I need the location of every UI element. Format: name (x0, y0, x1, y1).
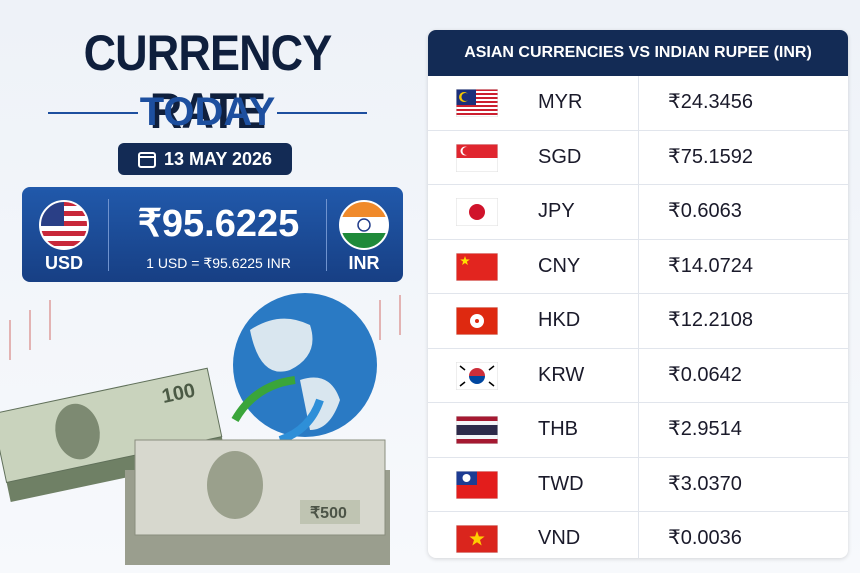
currency-rate: ₹12.2108 (668, 309, 754, 331)
title: CURRENCY RATE (83, 25, 333, 139)
column-divider (638, 130, 639, 184)
rule (48, 112, 138, 114)
us-flag (39, 200, 89, 250)
column-divider (638, 348, 639, 402)
currency-code: KRW (538, 363, 585, 386)
divider (108, 199, 109, 271)
currency-code: THB (538, 418, 578, 440)
flag (456, 89, 498, 117)
in-flag (339, 200, 389, 250)
currency-rate: ₹24.3456 (668, 91, 754, 113)
flag (456, 416, 498, 444)
flag (456, 252, 498, 281)
column-divider (638, 76, 639, 130)
currency-code: JPY (538, 200, 575, 222)
to-code: INR (348, 253, 380, 273)
currency-code: HKD (538, 309, 581, 331)
table-row: KRW ₹0.0642 (428, 348, 848, 403)
date: 13 MAY 2026 (163, 148, 273, 169)
column-divider (638, 457, 639, 511)
currency-rate: ₹3.0370 (668, 472, 742, 495)
flag (456, 307, 498, 335)
svg-text:₹500: ₹500 (310, 505, 347, 522)
column-divider (638, 185, 639, 239)
currency-code: TWD (538, 472, 584, 495)
currency-code: VND (538, 527, 581, 549)
rule (277, 112, 367, 114)
currency-rate: ₹14.0724 (668, 254, 754, 277)
subtitle: TODAY (139, 90, 276, 134)
currency-code: SGD (538, 145, 582, 168)
currency-code: CNY (538, 254, 581, 277)
flag (456, 198, 498, 226)
rate: ₹95.6225 (137, 203, 300, 245)
flag (456, 525, 498, 553)
flag (456, 361, 498, 390)
calendar-icon (137, 152, 156, 168)
table-title: ASIAN CURRENCIES VS INDIAN RUPEE (INR) (428, 30, 848, 76)
table-row: JPY ₹0.6063 (428, 185, 848, 240)
table-row: THB ₹2.9514 (428, 403, 848, 458)
column-divider (638, 403, 639, 457)
table-row: CNY ₹14.0724 (428, 239, 848, 294)
date-pill: 13 MAY 2026 (118, 143, 292, 175)
rates-table: ASIAN CURRENCIES VS INDIAN RUPEE (INR) M… (428, 30, 848, 558)
currency-rate: ₹75.1592 (668, 145, 754, 168)
table-row: VND ₹0.0036 (428, 512, 848, 558)
currency-rate: ₹0.0642 (668, 363, 742, 386)
main-rate-card: USD ₹95.6225 1 USD = ₹95.6225 INR INR (22, 187, 403, 282)
table-row: SGD ₹75.1592 (428, 130, 848, 185)
table-row: TWD ₹3.0370 (428, 457, 848, 512)
table-row: MYR ₹24.3456 (428, 76, 848, 131)
from-code: USD (44, 253, 83, 273)
illustration: 100 ₹500 (0, 293, 401, 565)
currency-code: MYR (538, 91, 583, 113)
column-divider (638, 512, 639, 558)
column-divider (638, 239, 639, 293)
currency-rate: ₹2.9514 (668, 418, 742, 440)
flag (456, 470, 498, 499)
table-row: HKD ₹12.2108 (428, 294, 848, 349)
column-divider (638, 294, 639, 348)
flag (456, 143, 498, 172)
currency-rate: ₹0.0036 (668, 527, 742, 549)
table-body: MYR ₹24.3456 SGD ₹75.1592 JPY ₹0.6063 CNY ₹14.0… (428, 76, 848, 558)
equation: 1 USD = ₹95.6225 INR (146, 255, 291, 271)
divider (326, 199, 327, 271)
currency-rate: ₹0.6063 (668, 200, 742, 222)
